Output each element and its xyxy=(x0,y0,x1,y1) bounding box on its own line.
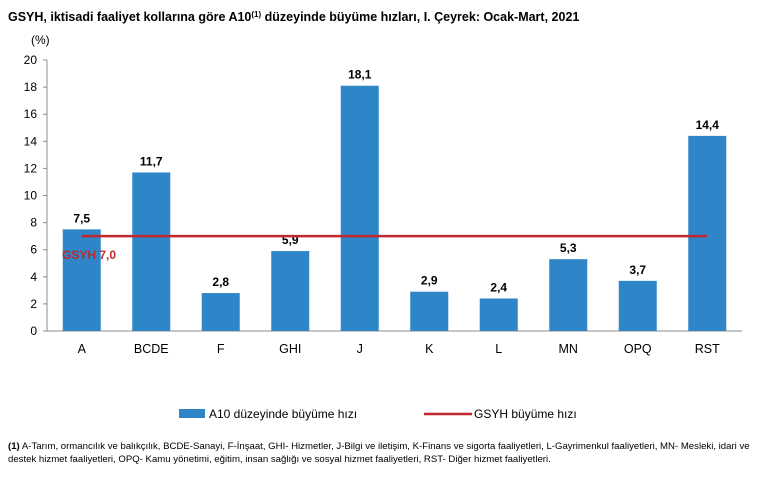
bar-l xyxy=(479,298,518,331)
data-label-opq: 3,7 xyxy=(629,263,646,277)
x-tick-label: RST xyxy=(695,342,720,356)
footnote-text: A-Tarım, ormancılık ve balıkçılık, BCDE-… xyxy=(8,441,750,465)
y-tick-label: 4 xyxy=(30,270,37,284)
y-tick-label: 12 xyxy=(24,161,38,175)
x-tick-label: GHI xyxy=(279,342,301,356)
chart-title: GSYH, iktisadi faaliyet kollarına göre A… xyxy=(8,10,579,24)
x-tick-label: K xyxy=(425,342,434,356)
legend-line-label: GSYH büyüme hızı xyxy=(474,407,577,421)
bar-chart: (%)024681012141618207,5A11,7BCDE2,8F5,9G… xyxy=(24,33,742,421)
data-label-bcde: 11,7 xyxy=(140,154,163,168)
data-label-rst: 14,4 xyxy=(696,118,720,132)
x-tick-label: L xyxy=(495,342,502,356)
bar-rst xyxy=(688,135,727,331)
legend-bar-label: A10 düzeyinde büyüme hızı xyxy=(209,407,357,421)
data-label-mn: 5,3 xyxy=(560,241,577,255)
bar-k xyxy=(410,291,449,331)
bar-j xyxy=(340,85,379,332)
y-tick-label: 0 xyxy=(30,324,37,338)
x-tick-label: J xyxy=(357,342,363,356)
bar-ghi xyxy=(271,251,310,331)
data-label-k: 2,9 xyxy=(421,274,438,288)
x-tick-label: MN xyxy=(559,342,578,356)
x-tick-label: F xyxy=(217,342,225,356)
data-label-a: 7,5 xyxy=(73,211,90,225)
chart-title-footnote-ref: (1) xyxy=(251,10,262,19)
y-axis-label: (%) xyxy=(31,33,50,47)
y-tick-label: 16 xyxy=(24,107,38,121)
bar-opq xyxy=(618,280,657,331)
bar-f xyxy=(201,293,240,331)
y-tick-label: 2 xyxy=(30,297,37,311)
y-tick-label: 10 xyxy=(24,189,38,203)
y-tick-label: 6 xyxy=(30,243,37,257)
chart-title-main: GSYH, iktisadi faaliyet kollarına göre A… xyxy=(8,10,252,24)
chart-title-rest: düzeyinde büyüme hızları, I. Çeyrek: Oca… xyxy=(261,10,580,24)
x-tick-label: BCDE xyxy=(134,342,169,356)
y-tick-label: 20 xyxy=(24,53,38,67)
bar-mn xyxy=(549,259,588,331)
data-label-j: 18,1 xyxy=(348,68,372,82)
legend-bar-swatch xyxy=(179,409,205,418)
x-tick-label: A xyxy=(78,342,87,356)
bar-a xyxy=(62,229,101,331)
footnote: (1) A-Tarım, ormancılık ve balıkçılık, B… xyxy=(8,441,760,466)
data-label-f: 2,8 xyxy=(212,275,229,289)
data-label-l: 2,4 xyxy=(490,280,507,294)
y-tick-label: 8 xyxy=(30,216,37,230)
y-tick-label: 14 xyxy=(24,134,38,148)
bar-bcde xyxy=(132,172,171,331)
gsyh-annotation: GSYH 7,0 xyxy=(62,248,116,262)
footnote-marker: (1) xyxy=(8,441,20,452)
y-tick-label: 18 xyxy=(24,80,38,94)
x-tick-label: OPQ xyxy=(624,342,652,356)
